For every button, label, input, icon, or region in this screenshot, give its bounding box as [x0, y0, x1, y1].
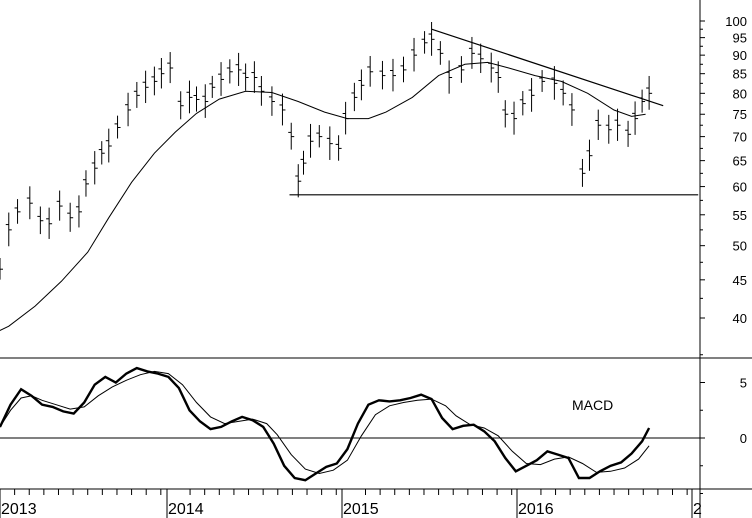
price-tick-label: 100: [725, 14, 747, 29]
price-tick-label: 40: [733, 311, 747, 326]
macd-tick-label: 5: [740, 376, 747, 391]
price-tick-label: 70: [733, 130, 747, 145]
moving-average-line: [0, 61, 646, 331]
price-tick-label: 65: [733, 154, 747, 169]
price-tick-label: 50: [733, 239, 747, 254]
price-tick-label: 60: [733, 180, 747, 195]
macd-tick-label: 0: [740, 431, 747, 446]
price-panel: [0, 21, 699, 331]
macd-signal-line: [0, 370, 650, 475]
resistance-trendline: [431, 28, 664, 107]
time-tick-label: 2: [693, 501, 702, 518]
time-tick-label: 2016: [518, 501, 554, 518]
price-tick-label: 45: [733, 273, 747, 288]
time-tick-label: 2014: [168, 501, 204, 518]
time-tick-label: 2013: [1, 501, 37, 518]
time-tick-label: 2015: [343, 501, 379, 518]
macd-panel: [0, 366, 700, 482]
price-tick-label: 75: [733, 107, 747, 122]
macd-line: [0, 366, 651, 482]
price-tick-label: 90: [733, 48, 747, 63]
macd-title: MACD: [572, 397, 613, 413]
price-tick-label: 85: [733, 67, 747, 82]
price-tick-label: 80: [733, 86, 747, 101]
price-tick-label: 95: [733, 31, 747, 46]
price-tick-label: 55: [733, 208, 747, 223]
